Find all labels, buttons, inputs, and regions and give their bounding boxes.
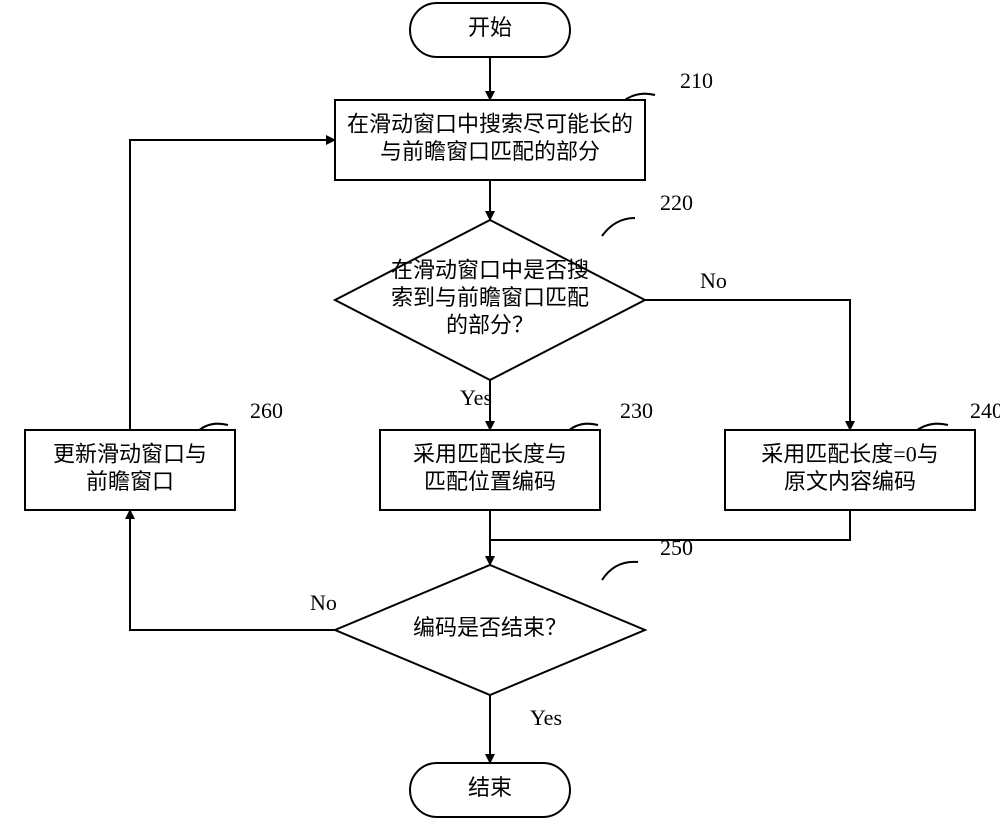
node-end: 结束 (410, 763, 570, 817)
flowchart-container: YesNoYesNo开始在滑动窗口中搜索尽可能长的与前瞻窗口匹配的部分210在滑… (0, 0, 1000, 836)
step-label: 240 (970, 398, 1000, 423)
node-text: 在滑动窗口中搜索尽可能长的 (347, 111, 633, 136)
edge-label: Yes (460, 385, 492, 410)
step-label: 220 (660, 190, 693, 215)
step-label: 230 (620, 398, 653, 423)
leader-line (602, 218, 635, 236)
edge-label: No (700, 268, 727, 293)
edge-label: No (310, 590, 337, 615)
node-text: 编码是否结束？ (413, 615, 567, 640)
node-text: 原文内容编码 (784, 469, 916, 494)
step-label: 210 (680, 68, 713, 93)
step-label: 250 (660, 535, 693, 560)
node-start: 开始 (410, 3, 570, 57)
flow-edge (130, 510, 335, 630)
node-text: 在滑动窗口中是否搜 (391, 258, 589, 283)
step-label: 260 (250, 398, 283, 423)
node-text: 更新滑动窗口与 (53, 441, 207, 466)
node-n240: 采用匹配长度=0与原文内容编码 240 (725, 398, 1000, 510)
nodes: 开始在滑动窗口中搜索尽可能长的与前瞻窗口匹配的部分 210 在滑动窗口中是否搜索到与… (25, 3, 1000, 817)
node-text: 索到与前瞻窗口匹配 (391, 285, 589, 310)
node-d220: 在滑动窗口中是否搜索到与前瞻窗口匹配的部分？ 220 (335, 190, 693, 380)
node-text: 结束 (468, 775, 512, 800)
edge-label: Yes (530, 705, 562, 730)
node-text: 与前瞻窗口匹配的部分 (380, 139, 600, 164)
node-d250: 编码是否结束？ 250 (335, 535, 693, 695)
node-n260: 更新滑动窗口与前瞻窗口 260 (25, 398, 283, 510)
node-text: 采用匹配长度=0与 (761, 441, 938, 466)
leader-line (602, 562, 638, 580)
node-text: 开始 (468, 15, 512, 40)
node-n210: 在滑动窗口中搜索尽可能长的与前瞻窗口匹配的部分 210 (335, 68, 713, 180)
node-n230: 采用匹配长度与匹配位置编码 230 (380, 398, 653, 510)
flow-edge (645, 300, 850, 430)
node-text: 前瞻窗口 (86, 469, 174, 494)
node-text: 的部分？ (446, 313, 534, 338)
node-text: 匹配位置编码 (424, 469, 556, 494)
node-text: 采用匹配长度与 (413, 441, 567, 466)
flow-edge (130, 140, 335, 430)
